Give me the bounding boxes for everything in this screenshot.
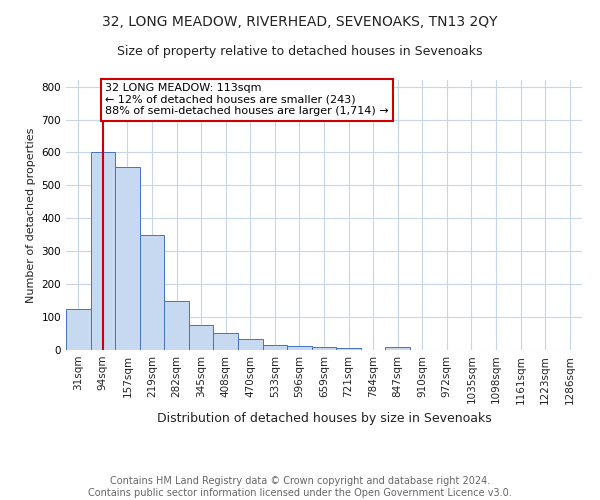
Bar — [214, 333, 238, 350]
Bar — [115, 168, 140, 350]
Bar — [263, 345, 287, 350]
Bar — [91, 152, 115, 350]
Bar — [189, 326, 214, 350]
Text: 32 LONG MEADOW: 113sqm
← 12% of detached houses are smaller (243)
88% of semi-de: 32 LONG MEADOW: 113sqm ← 12% of detached… — [106, 84, 389, 116]
Bar — [287, 346, 312, 350]
X-axis label: Distribution of detached houses by size in Sevenoaks: Distribution of detached houses by size … — [157, 412, 491, 425]
Bar — [336, 348, 361, 350]
Bar — [164, 302, 189, 350]
Text: Contains HM Land Registry data © Crown copyright and database right 2024.
Contai: Contains HM Land Registry data © Crown c… — [88, 476, 512, 498]
Bar — [385, 348, 410, 350]
Y-axis label: Number of detached properties: Number of detached properties — [26, 128, 36, 302]
Bar — [140, 235, 164, 350]
Text: 32, LONG MEADOW, RIVERHEAD, SEVENOAKS, TN13 2QY: 32, LONG MEADOW, RIVERHEAD, SEVENOAKS, T… — [102, 15, 498, 29]
Bar — [312, 346, 336, 350]
Bar — [66, 309, 91, 350]
Bar — [238, 339, 263, 350]
Text: Size of property relative to detached houses in Sevenoaks: Size of property relative to detached ho… — [117, 45, 483, 58]
